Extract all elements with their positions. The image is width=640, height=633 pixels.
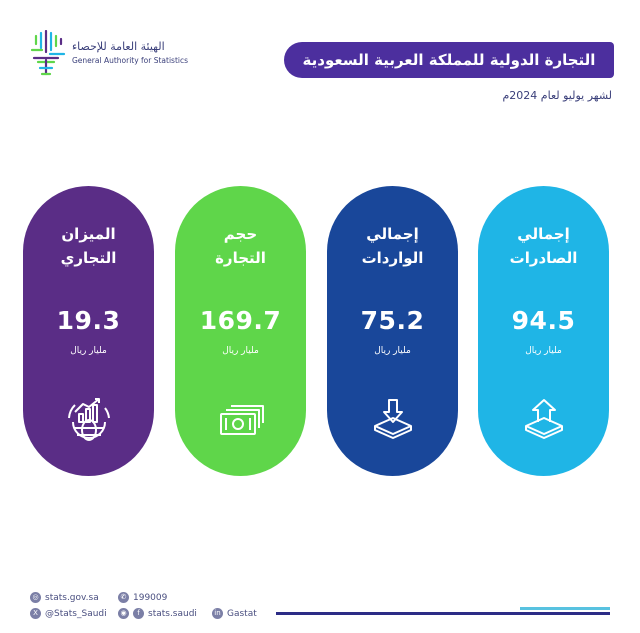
footer-linkedin[interactable]: in Gastat (212, 608, 257, 619)
x-twitter-icon: X (30, 608, 41, 619)
logo-name-arabic: الهيئة العامة للإحصاء (72, 40, 165, 53)
footer-social-text: stats.saudi (148, 608, 197, 619)
box-export-icon (525, 399, 563, 439)
card-imports-value: 75.2 (360, 306, 425, 335)
linkedin-icon: in (212, 608, 223, 619)
card-imports-title-line1: إجمالي (366, 225, 419, 243)
card-volume-title: حجم التجارة (175, 222, 306, 270)
card-exports-title: إجمالي الصادرات (478, 222, 609, 270)
footer-website[interactable]: ◎ stats.gov.sa (30, 592, 99, 603)
banknotes-icon (220, 405, 264, 435)
box-import-icon (374, 399, 412, 439)
title-banner: التجارة الدولية للمملكة العربية السعودية (284, 42, 614, 78)
card-imports-title: إجمالي الواردات (327, 222, 458, 270)
card-balance-title: الميزان التجاري (23, 222, 154, 270)
footer-phone[interactable]: ✆ 199009 (118, 592, 167, 603)
card-exports-unit: مليار ريال (525, 346, 562, 356)
card-balance-title-line1: الميزان (61, 225, 116, 243)
phone-icon: ✆ (118, 592, 129, 603)
card-volume-title-line2: التجارة (215, 249, 266, 267)
card-volume-value: 169.7 (199, 306, 282, 335)
card-balance-value: 19.3 (56, 306, 121, 335)
footer-divider-light (520, 607, 610, 610)
card-imports-unit: مليار ريال (374, 346, 411, 356)
card-balance-title-line2: التجاري (60, 249, 117, 267)
card-exports-value: 94.5 (511, 306, 576, 335)
card-trade-balance: الميزان التجاري 19.3 مليار ريال (23, 186, 154, 476)
card-imports: إجمالي الواردات 75.2 مليار ريال (327, 186, 458, 476)
globe-icon: ◎ (30, 592, 41, 603)
footer-linkedin-text: Gastat (227, 608, 257, 619)
footer-divider-dark (276, 612, 610, 615)
card-exports-title-line2: الصادرات (509, 249, 578, 267)
footer-twitter[interactable]: X @Stats_Saudi (30, 608, 107, 619)
footer-social[interactable]: ◉ f stats.saudi (118, 608, 197, 619)
gastat-logo-mark (30, 30, 66, 76)
logo-name-english: General Authority for Statistics (72, 56, 189, 65)
card-imports-title-line2: الواردات (361, 249, 424, 267)
footer-twitter-text: @Stats_Saudi (45, 608, 107, 619)
footer-phone-text: 199009 (133, 592, 168, 603)
card-trade-volume: حجم التجارة 169.7 مليار ريال (175, 186, 306, 476)
footer-website-text: stats.gov.sa (45, 592, 99, 603)
gastat-logo: الهيئة العامة للإحصاء General Authority … (28, 30, 188, 82)
globe-chart-icon (68, 398, 110, 441)
card-exports-title-line1: إجمالي (517, 225, 570, 243)
instagram-icon: ◉ (118, 608, 129, 619)
page-subtitle: لشهر يوليو لعام 2024م (502, 89, 612, 102)
facebook-icon: f (133, 608, 144, 619)
card-balance-unit: مليار ريال (70, 346, 107, 356)
page-title: التجارة الدولية للمملكة العربية السعودية (302, 51, 596, 69)
card-volume-title-line1: حجم (223, 225, 258, 243)
card-volume-unit: مليار ريال (222, 346, 259, 356)
card-exports: إجمالي الصادرات 94.5 مليار ريال (478, 186, 609, 476)
